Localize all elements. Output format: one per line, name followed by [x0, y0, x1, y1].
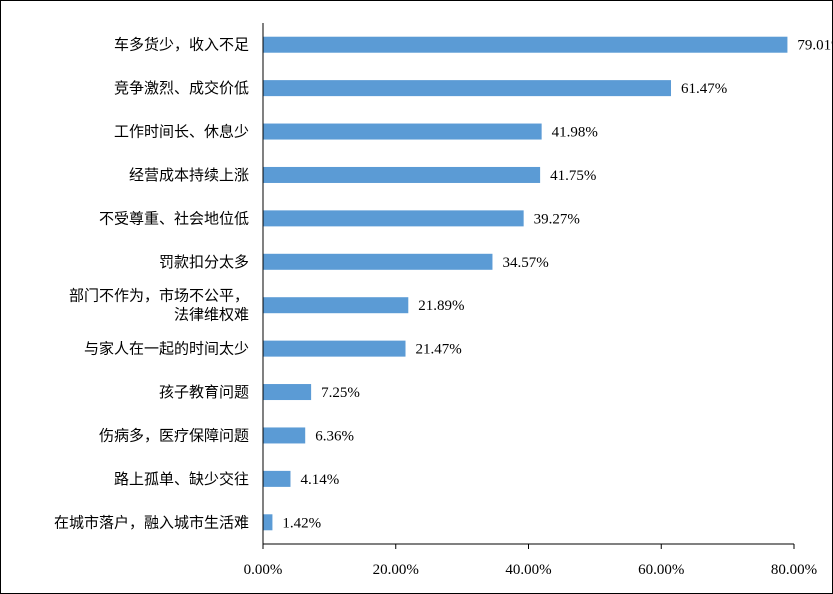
bar-10 — [263, 470, 291, 487]
x-tick-label-1: 20.00% — [373, 562, 419, 578]
bar-3 — [263, 166, 541, 183]
category-label-5: 罚款扣分太多 — [159, 253, 249, 271]
category-label-1: 竞争激烈、成交价低 — [114, 79, 249, 97]
bar-11 — [263, 514, 273, 531]
axes-layer — [262, 23, 795, 549]
category-label-11: 在城市落户，融入城市生活难 — [54, 513, 249, 531]
category-label-0: 车多货少，收入不足 — [114, 36, 249, 54]
x-tick-label-0: 0.00% — [244, 562, 283, 578]
value-label-8: 7.25% — [321, 385, 360, 401]
bar-6 — [263, 297, 409, 314]
value-label-10: 4.14% — [300, 472, 339, 488]
value-label-1: 61.47% — [681, 81, 727, 97]
bars-layer — [263, 36, 788, 531]
category-label-10: 路上孤单、缺少交往 — [114, 470, 249, 488]
value-label-11: 1.42% — [282, 515, 321, 531]
bar-8 — [263, 384, 312, 401]
category-label-8: 孩子教育问题 — [159, 383, 249, 401]
bar-0 — [263, 36, 788, 53]
bar-7 — [263, 340, 406, 357]
x-tick-label-2: 40.00% — [505, 562, 551, 578]
x-tick-label-4: 80.00% — [771, 562, 817, 578]
value-label-9: 6.36% — [315, 428, 354, 444]
value-label-2: 41.98% — [552, 125, 598, 141]
value-label-5: 34.57% — [502, 255, 548, 271]
value-label-6: 21.89% — [418, 298, 464, 314]
value-label-4: 39.27% — [534, 211, 580, 227]
bar-4 — [263, 210, 524, 227]
value-label-7: 21.47% — [416, 342, 462, 358]
bar-9 — [263, 427, 306, 444]
labels-layer: 79.01% 车多货少，收入不足 61.47% 竞争激烈、成交价低 41.98% 工作时间… — [54, 36, 832, 578]
category-label-6-line-0: 部门不作为，市场不公平， — [69, 287, 249, 305]
category-label-3: 经营成本持续上涨 — [129, 166, 249, 184]
x-tick-label-3: 60.00% — [638, 562, 684, 578]
bar-5 — [263, 253, 493, 270]
category-label-7: 与家人在一起的时间太少 — [84, 340, 249, 358]
value-label-3: 41.75% — [550, 168, 596, 184]
value-label-0: 79.01% — [797, 38, 832, 54]
bar-2 — [263, 123, 542, 140]
category-label-9: 伤病多，医疗保障问题 — [99, 426, 249, 444]
category-label-6-line-1: 法律维权难 — [174, 306, 249, 324]
category-label-2: 工作时间长、休息少 — [114, 123, 249, 141]
bar-1 — [263, 80, 672, 97]
category-label-4: 不受尊重、社会地位低 — [99, 209, 249, 227]
